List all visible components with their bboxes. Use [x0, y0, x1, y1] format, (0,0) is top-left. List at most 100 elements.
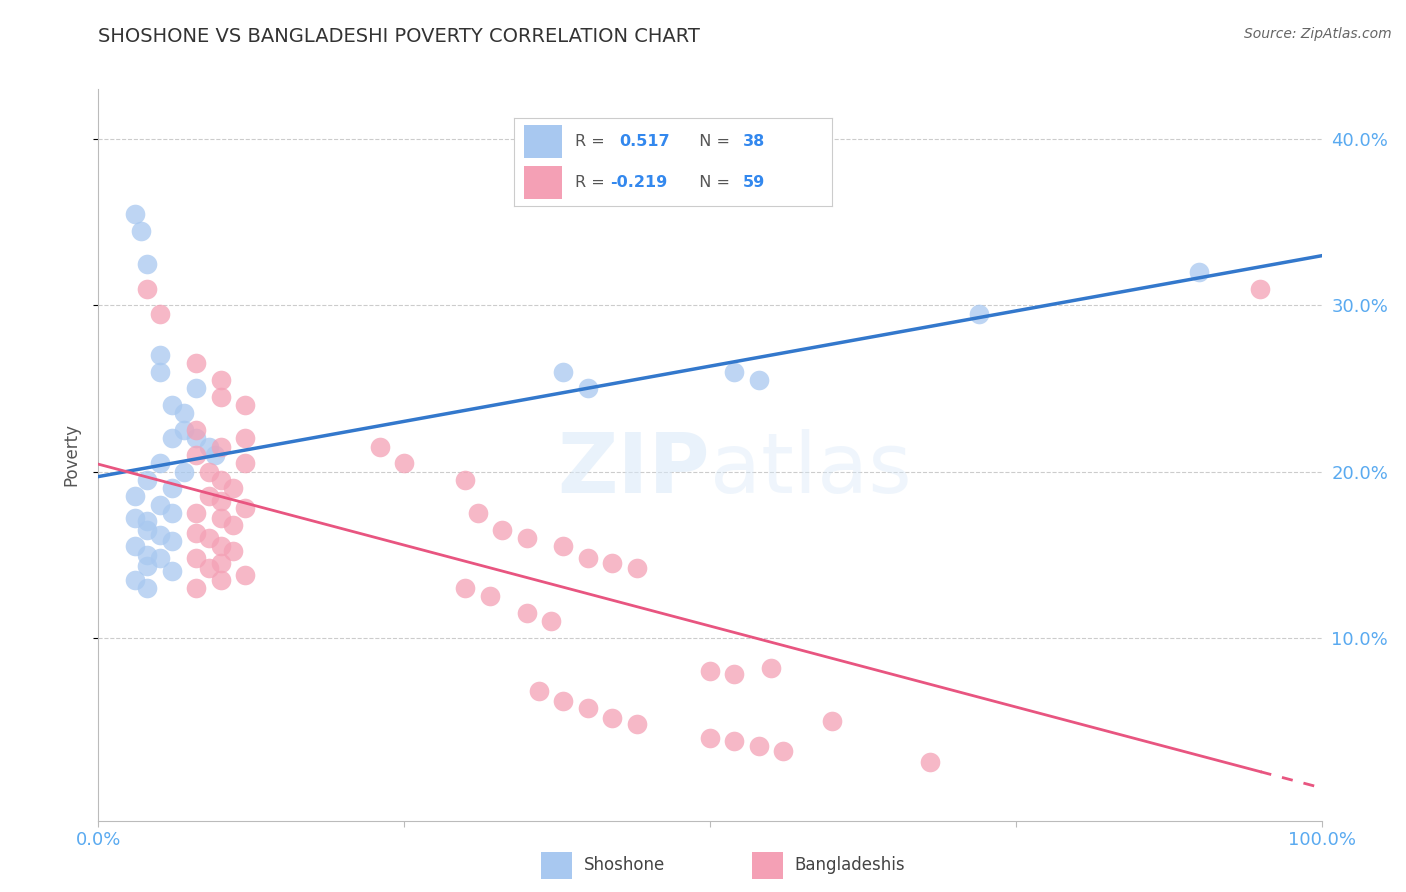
Point — [209, 390, 232, 404]
Point — [160, 564, 183, 578]
Point — [149, 498, 172, 512]
Point — [600, 710, 623, 724]
Point — [209, 373, 232, 387]
Point — [136, 257, 159, 271]
Point — [553, 365, 575, 379]
Point — [761, 661, 783, 675]
Point — [1249, 282, 1271, 296]
Point — [136, 282, 159, 296]
Point — [699, 731, 721, 745]
Point — [149, 456, 172, 470]
Text: Source: ZipAtlas.com: Source: ZipAtlas.com — [1244, 27, 1392, 41]
Point — [209, 440, 232, 454]
Point — [136, 523, 159, 537]
Point — [197, 561, 219, 575]
Point — [478, 589, 501, 603]
Text: Shoshone: Shoshone — [583, 856, 665, 874]
Point — [136, 515, 159, 529]
Point — [540, 614, 562, 628]
Point — [1188, 265, 1211, 279]
Point — [136, 581, 159, 595]
Point — [527, 684, 550, 698]
Point — [160, 481, 183, 495]
Point — [209, 539, 232, 553]
Point — [160, 431, 183, 445]
Point — [204, 448, 226, 462]
Point — [553, 694, 575, 708]
Point — [149, 348, 172, 362]
Point — [186, 551, 208, 566]
Point — [222, 517, 245, 532]
Point — [186, 356, 208, 371]
Point — [136, 473, 159, 487]
Point — [124, 539, 146, 553]
Point — [553, 539, 575, 553]
Point — [129, 223, 152, 237]
Point — [626, 561, 648, 575]
Point — [454, 581, 477, 595]
Point — [124, 490, 146, 504]
Point — [197, 440, 219, 454]
Point — [160, 506, 183, 520]
Point — [723, 365, 745, 379]
Point — [222, 544, 245, 558]
Point — [491, 523, 513, 537]
Point — [392, 456, 416, 470]
Point — [160, 534, 183, 549]
Point — [209, 494, 232, 508]
Point — [197, 531, 219, 545]
Point — [173, 406, 195, 420]
Point — [149, 365, 172, 379]
Point — [515, 606, 537, 620]
Point — [186, 381, 208, 395]
Point — [124, 207, 146, 221]
Point — [173, 423, 195, 437]
Y-axis label: Poverty: Poverty — [62, 424, 80, 486]
Point — [576, 551, 599, 566]
Point — [454, 473, 477, 487]
Point — [186, 526, 208, 541]
Point — [209, 473, 232, 487]
Point — [967, 307, 990, 321]
Point — [186, 423, 208, 437]
Point — [209, 511, 232, 525]
Point — [576, 381, 599, 395]
Text: atlas: atlas — [710, 429, 911, 510]
Point — [124, 511, 146, 525]
Point — [173, 465, 195, 479]
Text: Bangladeshis: Bangladeshis — [794, 856, 905, 874]
Point — [515, 531, 537, 545]
Point — [197, 465, 219, 479]
Point — [467, 506, 489, 520]
Text: SHOSHONE VS BANGLADESHI POVERTY CORRELATION CHART: SHOSHONE VS BANGLADESHI POVERTY CORRELAT… — [98, 27, 700, 45]
Point — [209, 573, 232, 587]
Point — [160, 398, 183, 412]
Text: ZIP: ZIP — [558, 429, 710, 510]
Point — [186, 581, 208, 595]
Point — [186, 506, 208, 520]
Point — [233, 501, 256, 516]
Point — [600, 556, 623, 570]
Point — [149, 307, 172, 321]
Point — [186, 431, 208, 445]
Point — [723, 734, 745, 748]
Point — [626, 717, 648, 731]
Point — [186, 448, 208, 462]
Point — [748, 739, 770, 753]
Point — [233, 456, 256, 470]
Point — [222, 481, 245, 495]
Point — [233, 431, 256, 445]
Point — [772, 744, 794, 758]
Point — [209, 556, 232, 570]
Point — [920, 756, 942, 770]
Point — [748, 373, 770, 387]
Point — [149, 551, 172, 566]
Point — [149, 527, 172, 541]
Point — [699, 664, 721, 678]
Point — [136, 548, 159, 562]
Point — [197, 490, 219, 504]
Point — [821, 714, 844, 728]
Point — [368, 440, 391, 454]
Point — [136, 559, 159, 574]
Point — [233, 398, 256, 412]
